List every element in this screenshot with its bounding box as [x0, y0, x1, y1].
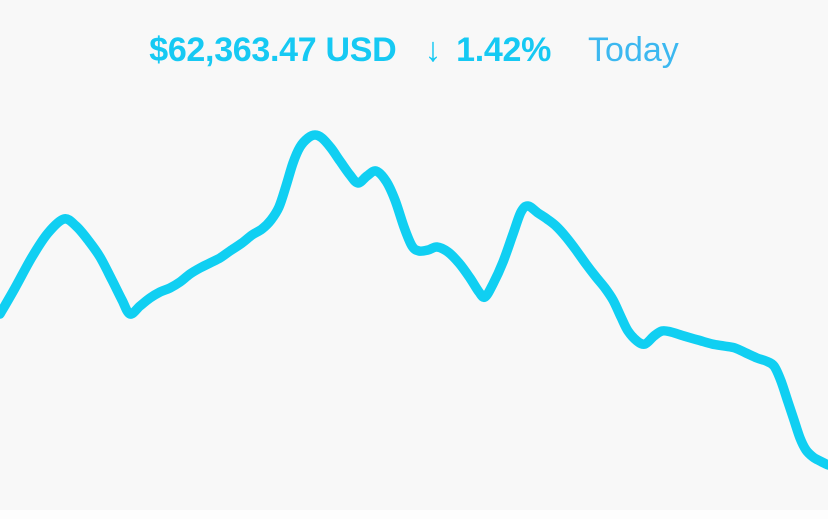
change-percent: 1.42% — [456, 31, 552, 69]
bottom-edge-strip — [0, 510, 828, 519]
period-label: Today — [588, 31, 679, 69]
price-value: $62,363.47 USD — [149, 31, 397, 69]
down-arrow-icon: ↓ — [424, 31, 442, 69]
price-header: $62,363.47 USD ↓ 1.42% Today — [0, 33, 828, 67]
price-line — [0, 130, 828, 470]
